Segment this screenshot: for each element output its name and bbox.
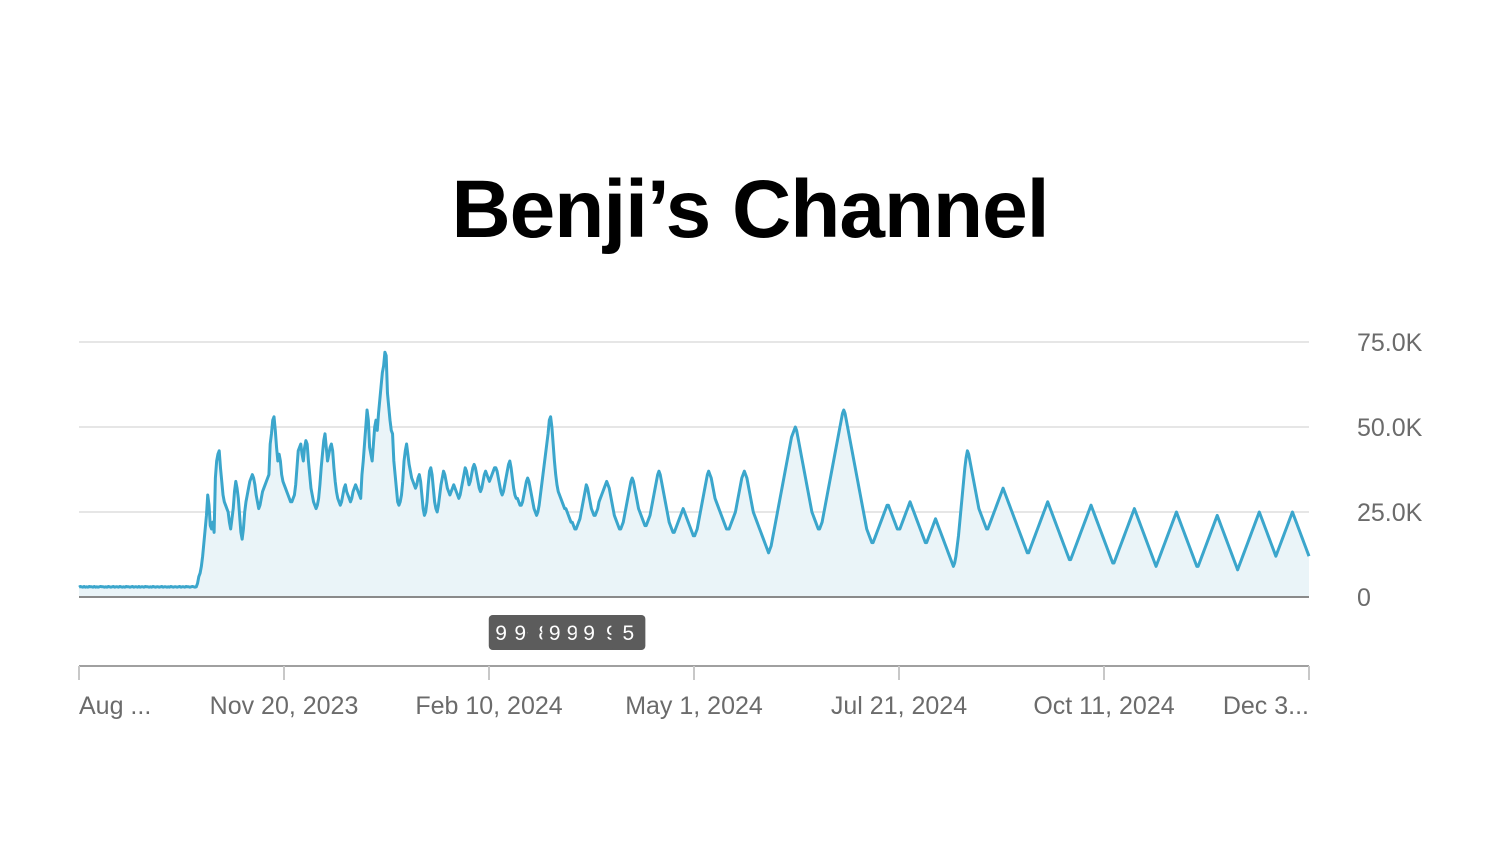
x-tick-label: May 1, 2024 <box>625 692 763 720</box>
event-badge-label: 5 <box>623 622 635 645</box>
annotation-badges: 9+9+89+9+9+95 <box>488 615 646 650</box>
event-badge[interactable]: 5 <box>611 615 646 650</box>
series-area-fill <box>79 352 1309 597</box>
y-tick-label: 50.0K <box>1357 414 1423 442</box>
y-tick-label: 75.0K <box>1357 329 1423 357</box>
page-title: Benji’s Channel <box>451 164 1049 255</box>
x-tick-label: Nov 20, 2023 <box>210 692 359 720</box>
x-tick-label: Oct 11, 2024 <box>1033 692 1174 720</box>
series-line <box>78 350 1311 589</box>
y-tick-label: 0 <box>1357 584 1371 612</box>
x-tick-label: Aug ... <box>79 692 151 720</box>
x-tick-label: Jul 21, 2024 <box>831 692 967 720</box>
x-tick-label: Feb 10, 2024 <box>415 692 562 720</box>
x-axis-labels: Aug ... Nov 20, 2023 Feb 10, 2024 May 1, 20… <box>78 666 1310 720</box>
x-tick-label: Dec 3... <box>1223 692 1309 720</box>
y-tick-label: 25.0K <box>1357 499 1423 527</box>
event-badge-box <box>611 615 646 650</box>
y-axis-labels: 75.0K 50.0K 25.0K 0 <box>1357 329 1423 612</box>
